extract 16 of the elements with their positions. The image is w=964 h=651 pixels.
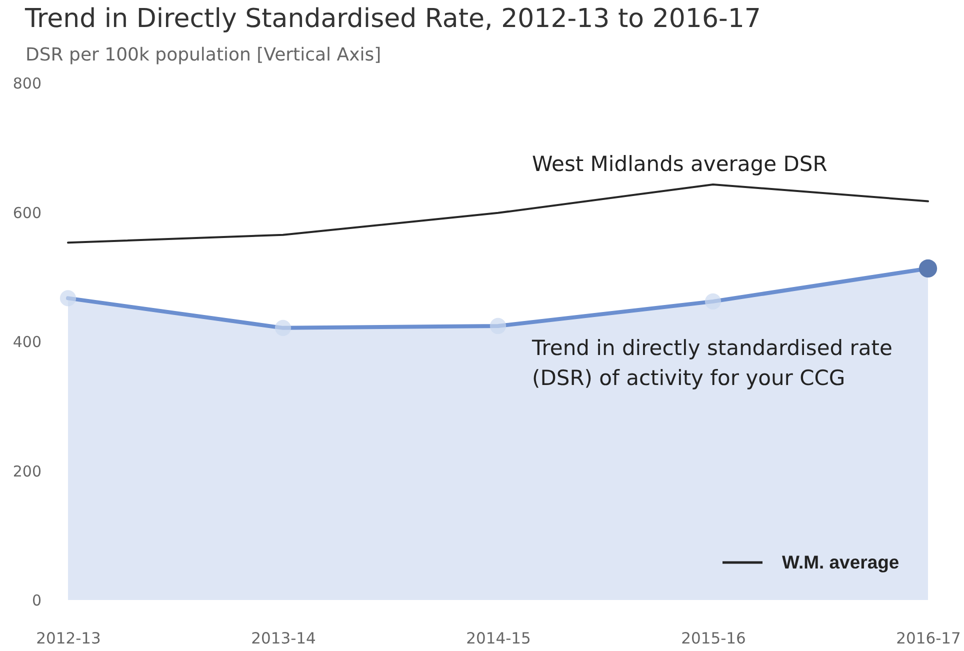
- y-tick-label: 0: [32, 592, 42, 610]
- y-axis-title: DSR per 100k population [Vertical Axis]: [26, 44, 382, 66]
- x-tick-label: 2016-17: [896, 630, 961, 648]
- legend-label: W.M. average: [782, 552, 900, 572]
- x-tick-label: 2014-15: [466, 630, 531, 648]
- y-tick-label: 800: [12, 74, 42, 92]
- chart-title: Trend in Directly Standardised Rate, 2012-13 to 2016-17: [24, 4, 761, 34]
- x-tick-label: 2013-14: [251, 630, 316, 648]
- y-tick-label: 200: [12, 462, 42, 480]
- y-tick-label: 400: [12, 333, 42, 351]
- x-tick-label: 2012-13: [36, 630, 101, 648]
- annotation: West Midlands average DSR: [532, 152, 828, 176]
- x-tick-label: 2015-16: [681, 630, 746, 648]
- y-tick-label: 600: [12, 204, 42, 222]
- line-series: [67, 183, 929, 244]
- annotation: Trend in directly standardised rate (DSR) of activity for your CCG: [531, 336, 892, 390]
